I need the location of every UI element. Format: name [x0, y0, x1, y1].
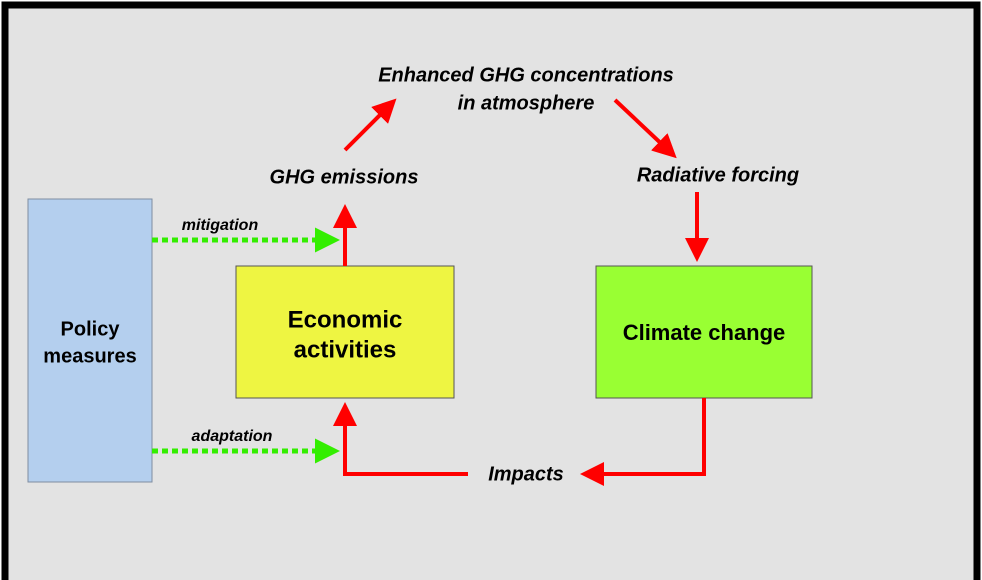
- node-label: activities: [294, 336, 397, 363]
- economic-box: [235, 265, 455, 399]
- arrow: [343, 98, 397, 152]
- node-label: Policy: [61, 318, 121, 340]
- forcing-label: Radiative forcing: [637, 164, 799, 186]
- concentrations-label: Enhanced GHG concentrations: [378, 64, 674, 86]
- policy-box: [27, 198, 153, 483]
- impacts-label: Impacts: [488, 463, 564, 485]
- arrow: [613, 98, 677, 159]
- node-label: measures: [43, 345, 136, 367]
- emissions-label: GHG emissions: [270, 166, 419, 188]
- arrow: [333, 402, 468, 476]
- concentrations-label: in atmosphere: [458, 92, 595, 114]
- mitigation-label: mitigation: [182, 217, 259, 234]
- node-label: Economic: [288, 306, 403, 333]
- adaptation-label: adaptation: [192, 428, 273, 445]
- arrow: [580, 398, 706, 486]
- node-label: Climate change: [623, 320, 786, 345]
